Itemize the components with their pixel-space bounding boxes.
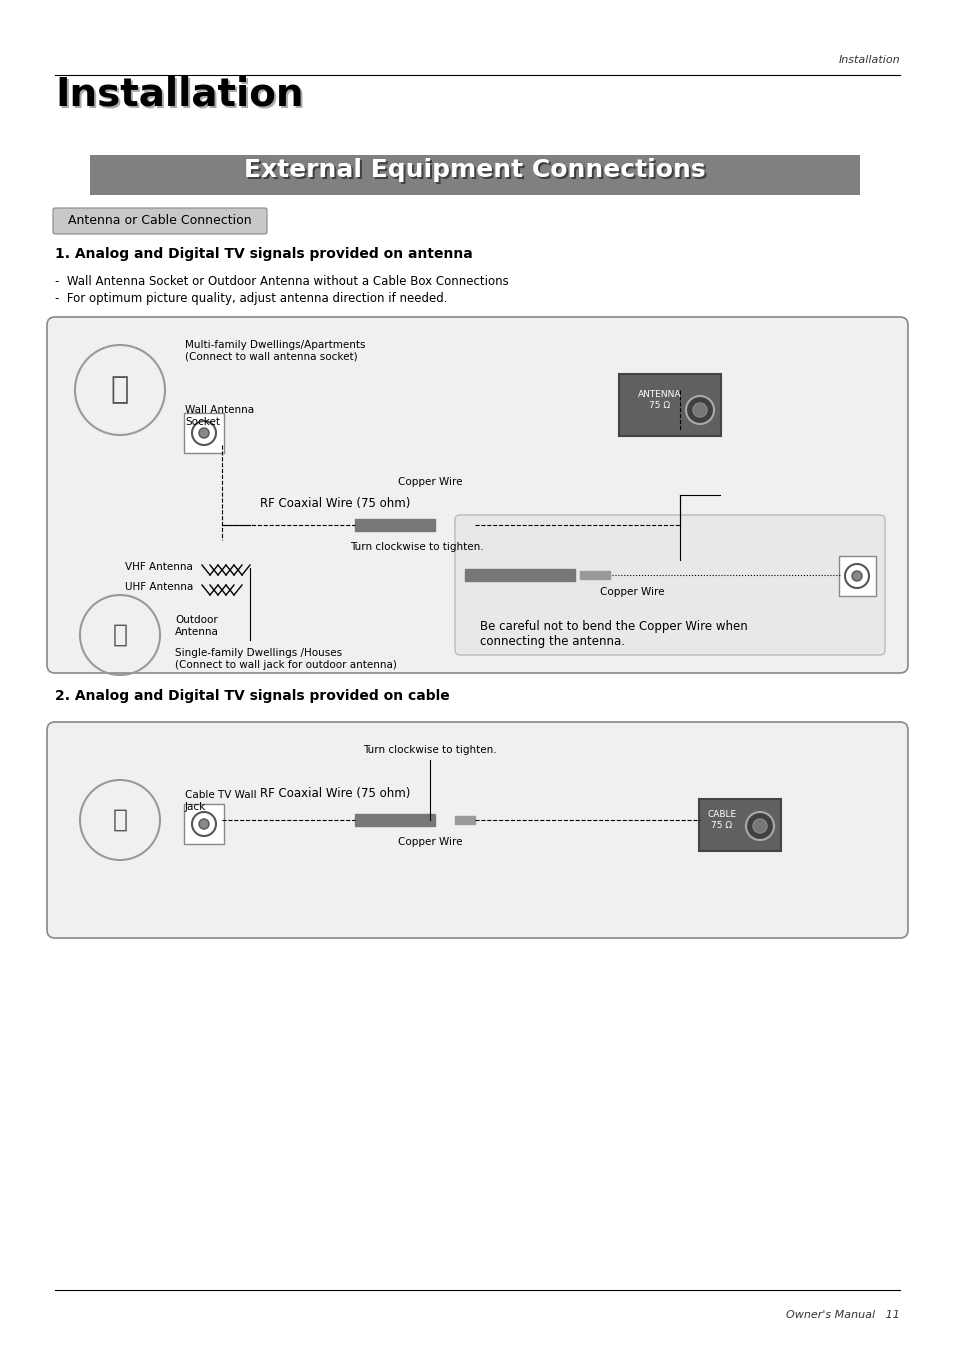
Text: 2. Analog and Digital TV signals provided on cable: 2. Analog and Digital TV signals provide… (55, 689, 449, 703)
Text: 🏠: 🏠 (112, 623, 128, 647)
Text: Copper Wire: Copper Wire (599, 586, 664, 597)
Text: Cable TV Wall
Jack: Cable TV Wall Jack (185, 790, 256, 812)
Circle shape (199, 428, 209, 438)
FancyBboxPatch shape (53, 208, 267, 234)
Text: Installation: Installation (57, 77, 305, 115)
Text: Installation: Installation (55, 76, 303, 113)
Text: Wall Antenna
Socket: Wall Antenna Socket (185, 405, 253, 427)
Text: Antenna or Cable Connection: Antenna or Cable Connection (68, 213, 252, 227)
Text: 🏭: 🏭 (112, 808, 128, 832)
FancyBboxPatch shape (47, 317, 907, 673)
FancyBboxPatch shape (184, 413, 224, 453)
Circle shape (685, 396, 713, 424)
Text: 🏢: 🏢 (111, 376, 129, 404)
Text: Installation: Installation (838, 55, 899, 65)
FancyBboxPatch shape (838, 557, 875, 596)
Text: Multi-family Dwellings/Apartments
(Connect to wall antenna socket): Multi-family Dwellings/Apartments (Conne… (185, 340, 365, 362)
FancyArrow shape (464, 569, 575, 581)
Text: External Equipment Connections: External Equipment Connections (246, 159, 707, 184)
Text: RF Coaxial Wire (75 ohm): RF Coaxial Wire (75 ohm) (259, 497, 410, 509)
Text: Turn clockwise to tighten.: Turn clockwise to tighten. (363, 744, 497, 755)
FancyArrow shape (579, 571, 609, 580)
Text: Turn clockwise to tighten.: Turn clockwise to tighten. (350, 542, 483, 553)
Circle shape (692, 403, 706, 417)
Circle shape (745, 812, 773, 840)
Circle shape (752, 819, 766, 834)
Text: Outdoor
Antenna: Outdoor Antenna (174, 615, 218, 636)
FancyArrow shape (455, 816, 475, 824)
Text: External Equipment Connections: External Equipment Connections (244, 158, 705, 182)
Text: VHF Antenna: VHF Antenna (125, 562, 193, 571)
Text: -  Wall Antenna Socket or Outdoor Antenna without a Cable Box Connections: - Wall Antenna Socket or Outdoor Antenna… (55, 276, 508, 288)
Text: -  For optimum picture quality, adjust antenna direction if needed.: - For optimum picture quality, adjust an… (55, 292, 447, 305)
FancyBboxPatch shape (618, 374, 720, 436)
Text: 1. Analog and Digital TV signals provided on antenna: 1. Analog and Digital TV signals provide… (55, 247, 473, 261)
Circle shape (851, 571, 862, 581)
FancyBboxPatch shape (47, 721, 907, 938)
FancyBboxPatch shape (699, 798, 781, 851)
FancyArrow shape (355, 815, 435, 825)
FancyBboxPatch shape (455, 515, 884, 655)
Text: Single-family Dwellings /Houses
(Connect to wall jack for outdoor antenna): Single-family Dwellings /Houses (Connect… (174, 648, 396, 670)
Circle shape (199, 819, 209, 830)
FancyArrow shape (455, 521, 475, 530)
Text: RF Coaxial Wire (75 ohm): RF Coaxial Wire (75 ohm) (259, 788, 410, 800)
FancyBboxPatch shape (184, 804, 224, 844)
Text: Copper Wire: Copper Wire (397, 838, 462, 847)
Text: CABLE
75 Ω: CABLE 75 Ω (707, 811, 736, 830)
FancyBboxPatch shape (90, 155, 859, 195)
Text: ANTENNA
75 Ω: ANTENNA 75 Ω (638, 390, 681, 409)
Text: Owner's Manual   11: Owner's Manual 11 (785, 1310, 899, 1320)
FancyArrow shape (355, 519, 435, 531)
Text: Be careful not to bend the Copper Wire when
connecting the antenna.: Be careful not to bend the Copper Wire w… (479, 620, 747, 648)
Text: Copper Wire: Copper Wire (397, 477, 462, 486)
Text: UHF Antenna: UHF Antenna (125, 582, 193, 592)
